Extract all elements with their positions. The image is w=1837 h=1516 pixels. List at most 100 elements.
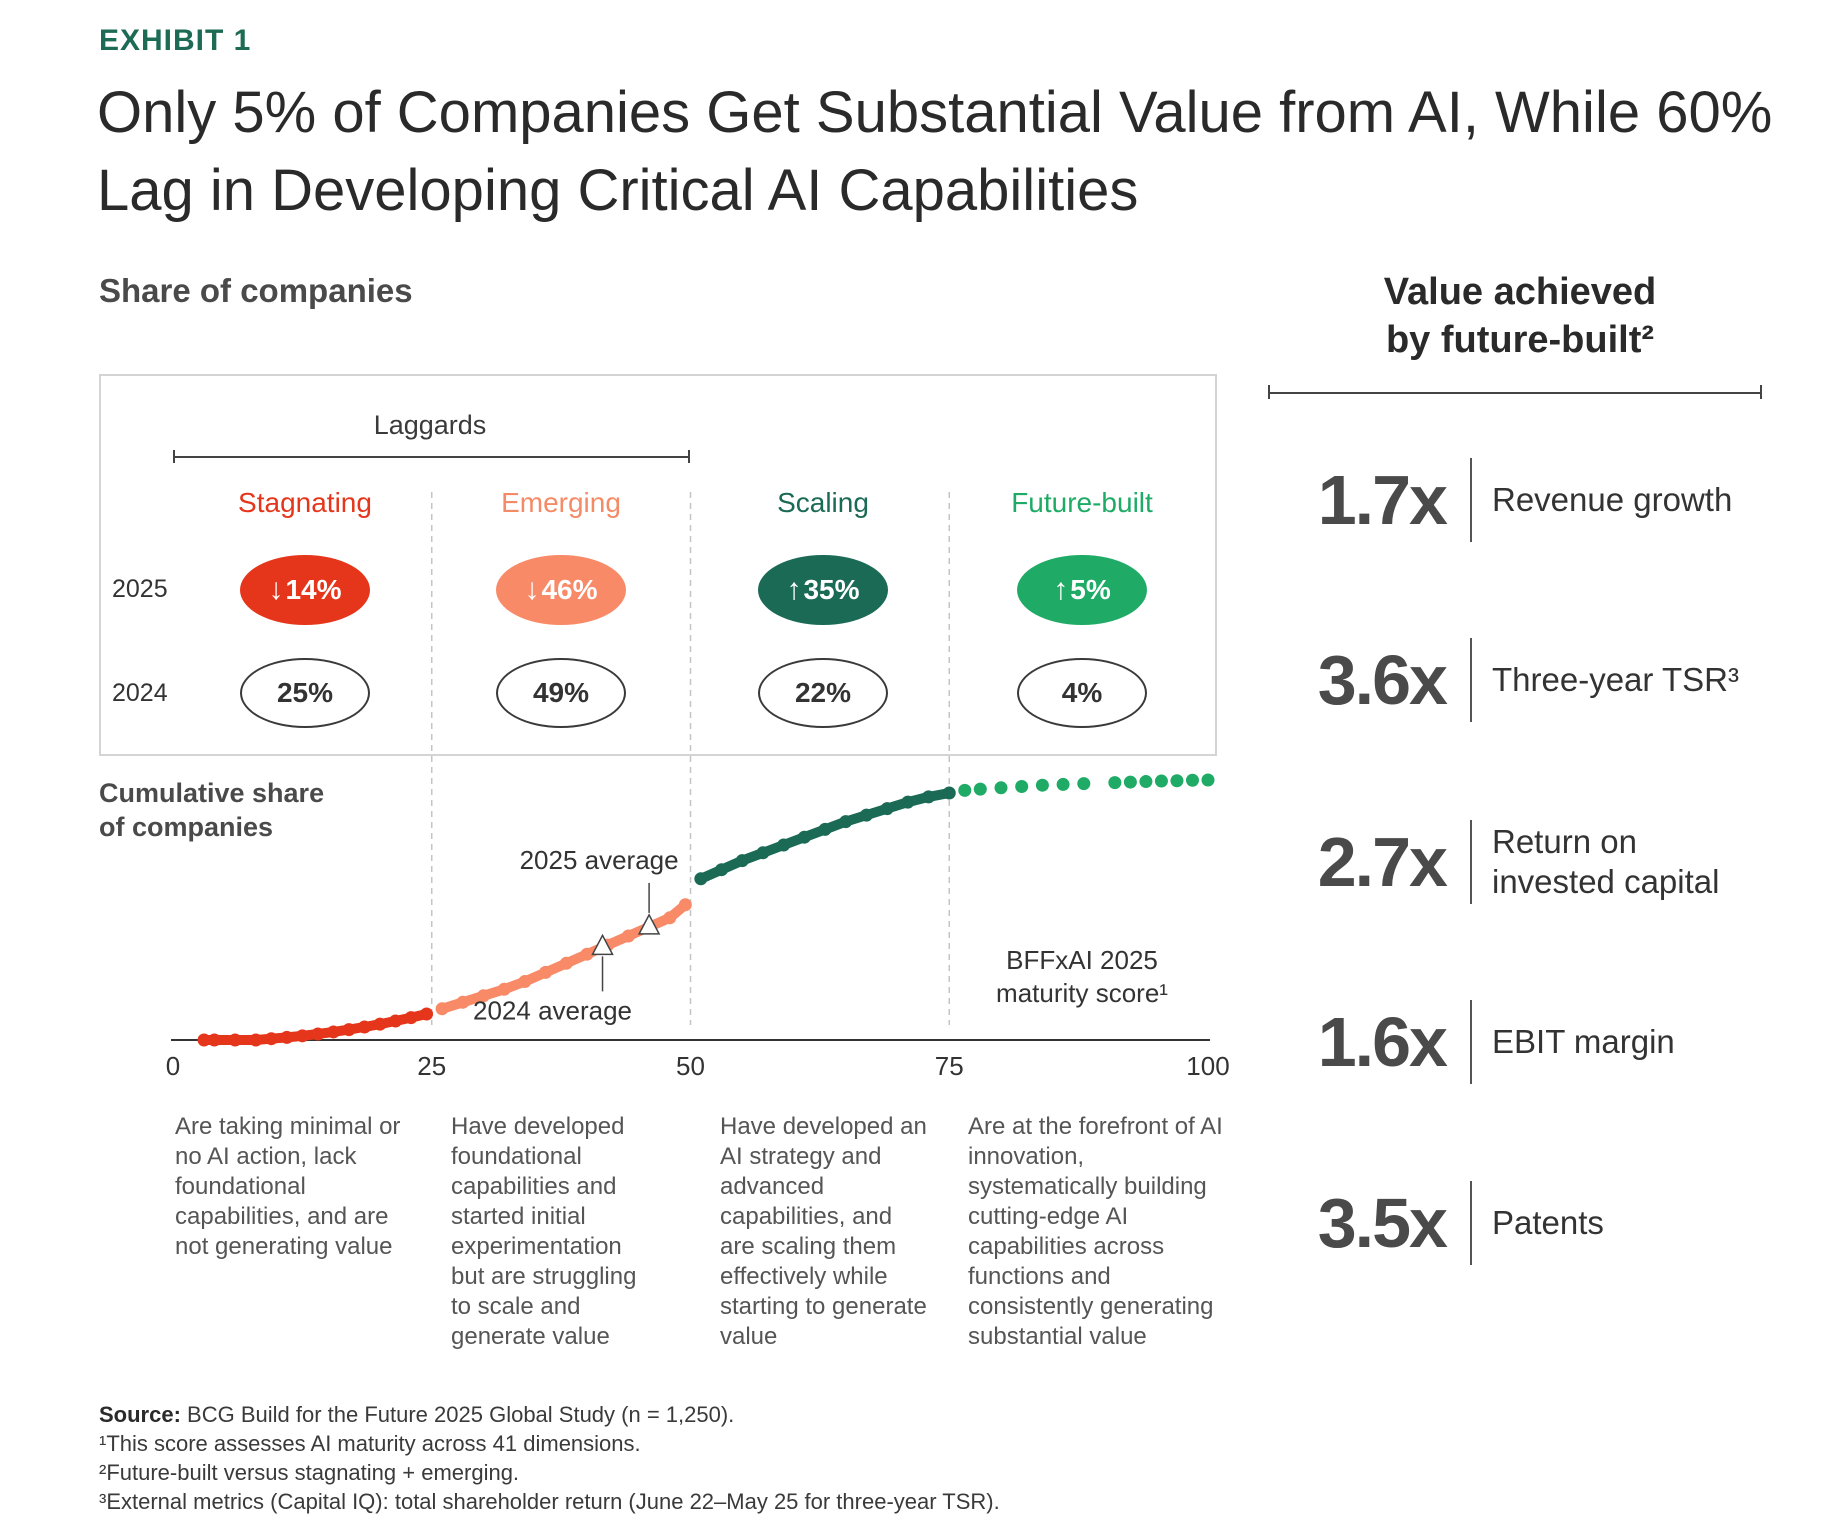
segment-dividers [431, 492, 950, 1025]
footnote-3: ³External metrics (Capital IQ): total sh… [99, 1489, 1000, 1514]
data-point-stagnating [389, 1014, 403, 1028]
data-point-stagnating [264, 1032, 278, 1046]
average-annotations: 2025 average 2024 average [473, 845, 679, 1025]
average-marker [637, 913, 661, 935]
value-bracket [1268, 392, 1762, 394]
share-2024-scaling: 22% [758, 658, 888, 728]
year-label-2025: 2025 [112, 575, 168, 603]
data-point-future_built [1035, 778, 1049, 792]
data-point-stagnating [207, 1033, 221, 1047]
share-2025-future-built: ↑ 5% [1017, 555, 1147, 625]
data-point-future_built [1108, 776, 1122, 790]
source-notes: Source: BCG Build for the Future 2025 Gl… [99, 1400, 1000, 1516]
data-point-stagnating [280, 1030, 294, 1044]
data-point-scaling [818, 822, 832, 836]
average-marker [591, 933, 614, 956]
x-ticks: 0 25 50 75 100 [166, 1051, 1230, 1081]
cumulative-label: Cumulative share of companies [99, 778, 325, 842]
segment-name-scaling: Scaling [777, 487, 869, 518]
description-scaling: Have developed an AI strategy and advanc… [720, 1113, 927, 1350]
data-point-scaling [777, 838, 791, 852]
data-point-emerging [539, 965, 553, 979]
data-point-scaling [880, 802, 894, 816]
data-point-stagnating [357, 1020, 371, 1034]
data-point-future_built [973, 782, 987, 796]
data-point-stagnating [197, 1033, 211, 1047]
data-point-emerging [477, 989, 490, 1003]
share-2024-future-built: 4% [1017, 658, 1147, 728]
laggards-bracket-left [173, 450, 175, 463]
segment-name-future-built: Future-built [1011, 487, 1153, 518]
data-point-future_built [1139, 775, 1153, 789]
data-point-emerging [456, 995, 470, 1009]
share-panel [99, 374, 1217, 756]
data-point-stagnating [373, 1017, 387, 1031]
data-point-stagnating [311, 1027, 325, 1041]
arrow-up-icon: ↑ [1053, 573, 1069, 606]
data-point-future_built [1201, 773, 1215, 787]
share-2025-stagnating: ↓ 14% [240, 555, 370, 625]
segment-name-emerging: Emerging [501, 487, 621, 518]
arrow-down-icon: ↓ [268, 573, 284, 606]
data-point-future_built [1185, 773, 1199, 787]
page-title: Only 5% of Companies Get Substantial Val… [97, 80, 1773, 223]
x-tick-label: 25 [417, 1051, 446, 1081]
data-point-stagnating [420, 1007, 434, 1021]
data-point-future_built [1077, 777, 1091, 791]
data-point-future_built [1123, 775, 1137, 789]
data-point-stagnating [404, 1011, 418, 1025]
data-point-stagnating [228, 1033, 242, 1047]
data-point-scaling [735, 854, 749, 868]
x-axis-label-line1: BFFxAI 2025 [1006, 945, 1158, 975]
share-2024-emerging: 49% [496, 658, 626, 728]
data-point-emerging [678, 898, 692, 912]
data-point-future_built [1154, 774, 1168, 788]
footnote-2: ²Future-built versus stagnating + emergi… [99, 1460, 520, 1485]
data-point-future_built [958, 783, 972, 797]
data-point-emerging [663, 911, 677, 925]
x-axis-label-line2: maturity score¹ [996, 978, 1168, 1008]
metric-patents: 3.5x Patents [1268, 1181, 1788, 1265]
share-2025-emerging: ↓ 46% [496, 555, 626, 625]
metric-ebit-margin: 1.6x EBIT margin [1268, 1000, 1788, 1084]
data-point-emerging [580, 947, 594, 961]
x-tick-label: 100 [1186, 1051, 1229, 1081]
data-point-scaling [756, 846, 770, 860]
data-point-scaling [859, 808, 873, 822]
x-tick-label: 0 [166, 1051, 180, 1081]
data-point-scaling [901, 795, 915, 809]
data-point-stagnating [249, 1033, 263, 1047]
footnote-1: ¹This score assesses AI maturity across … [99, 1431, 641, 1456]
share-2025-scaling: ↑ 35% [758, 555, 888, 625]
metric-tsr: 3.6x Three-year TSR³ [1268, 638, 1788, 722]
exhibit-label: EXHIBIT 1 [99, 24, 252, 57]
value-bracket-left [1268, 385, 1270, 399]
description-future-built: Are at the forefront of AI innovation, s… [968, 1113, 1223, 1350]
share-heading: Share of companies [99, 272, 413, 309]
x-tick-label: 75 [935, 1051, 964, 1081]
data-point-future_built [1056, 777, 1070, 791]
arrow-up-icon: ↑ [786, 573, 802, 606]
source-line: Source: BCG Build for the Future 2025 Gl… [99, 1402, 735, 1427]
arrow-down-icon: ↓ [524, 573, 540, 606]
x-tick-label: 50 [676, 1051, 705, 1081]
data-point-emerging [559, 956, 573, 970]
metric-revenue-growth: 1.7x Revenue growth [1268, 458, 1788, 542]
data-point-stagnating [342, 1023, 356, 1037]
description-emerging: Have developed foundational capabilities… [451, 1113, 637, 1350]
data-point-scaling [694, 872, 708, 886]
data-point-stagnating [326, 1025, 340, 1039]
data-point-emerging [621, 929, 635, 943]
metric-roic: 2.7x Return on invested capital [1268, 820, 1788, 904]
data-point-scaling [797, 830, 811, 844]
segment-name-stagnating: Stagnating [238, 487, 372, 518]
laggards-bracket [173, 456, 689, 458]
description-stagnating: Are taking minimal or no AI action, lack… [175, 1113, 401, 1260]
laggards-bracket-right [688, 450, 690, 463]
average-label: 2025 average [520, 845, 679, 875]
average-label: 2024 average [473, 995, 632, 1025]
data-point-scaling [942, 786, 956, 800]
data-point-emerging [435, 1002, 449, 1016]
